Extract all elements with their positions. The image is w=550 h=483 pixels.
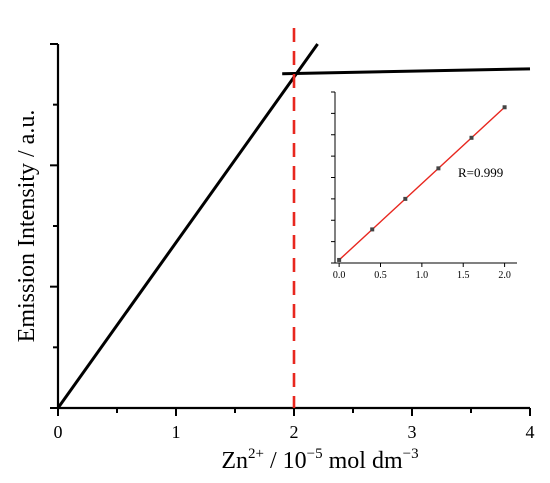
inset-fit-line: [338, 106, 506, 261]
inset-x-ticks: 0.0 0.5 1.0 1.5 2.0: [333, 263, 511, 281]
inset-point: [436, 166, 441, 171]
x-tick-label: 0: [54, 422, 63, 442]
inset-annotation: R=0.999: [458, 165, 503, 180]
inset-x-tick-label: 1.5: [457, 270, 470, 281]
inset-x-tick-label: 0.5: [374, 270, 387, 281]
inset-point: [403, 196, 408, 201]
main-x-ticks: 0 1 2 3 4: [54, 408, 535, 442]
x-axis-label: Zn2+ / 10−5 mol dm−3: [221, 446, 418, 474]
x-tick-label: 3: [408, 422, 417, 442]
inset-points: [337, 105, 507, 262]
x-tick-label: 1: [172, 422, 181, 442]
y-axis-label: Emission Intensity / a.u.: [14, 110, 40, 343]
inset-point: [469, 135, 474, 140]
x-tick-label: 4: [526, 422, 535, 442]
x-tick-label: 2: [290, 422, 299, 442]
main-series: [56, 43, 531, 409]
inset-chart: 0.0 0.5 1.0 1.5 2.0 R=0.999: [331, 91, 517, 281]
inset-x-tick-label: 1.0: [416, 270, 429, 281]
inset-point: [502, 105, 507, 110]
series-line-1: [56, 43, 319, 409]
inset-x-tick-label: 2.0: [498, 270, 511, 281]
inset-x-tick-label: 0.0: [333, 270, 346, 281]
inset-point: [337, 257, 342, 262]
inset-point: [370, 227, 375, 232]
inset-y-ticks: [331, 91, 335, 264]
main-y-ticks: [50, 43, 58, 409]
series-line-2: [282, 67, 531, 76]
